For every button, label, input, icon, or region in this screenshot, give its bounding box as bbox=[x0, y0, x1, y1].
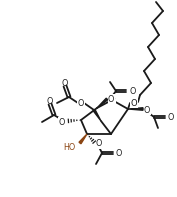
Text: O: O bbox=[108, 95, 114, 103]
Polygon shape bbox=[128, 108, 143, 110]
Text: O: O bbox=[116, 149, 122, 157]
Text: O: O bbox=[47, 97, 53, 106]
Polygon shape bbox=[93, 109, 101, 121]
Text: O: O bbox=[144, 106, 150, 114]
Text: O: O bbox=[96, 139, 102, 149]
Text: O: O bbox=[131, 98, 137, 108]
Text: O: O bbox=[59, 117, 65, 126]
Text: HO: HO bbox=[63, 143, 75, 152]
Text: O: O bbox=[168, 112, 174, 122]
Text: O: O bbox=[78, 98, 84, 108]
Text: O: O bbox=[129, 86, 135, 96]
Polygon shape bbox=[97, 98, 108, 108]
Polygon shape bbox=[79, 134, 87, 144]
Text: O: O bbox=[109, 95, 115, 103]
Text: O: O bbox=[62, 78, 68, 87]
